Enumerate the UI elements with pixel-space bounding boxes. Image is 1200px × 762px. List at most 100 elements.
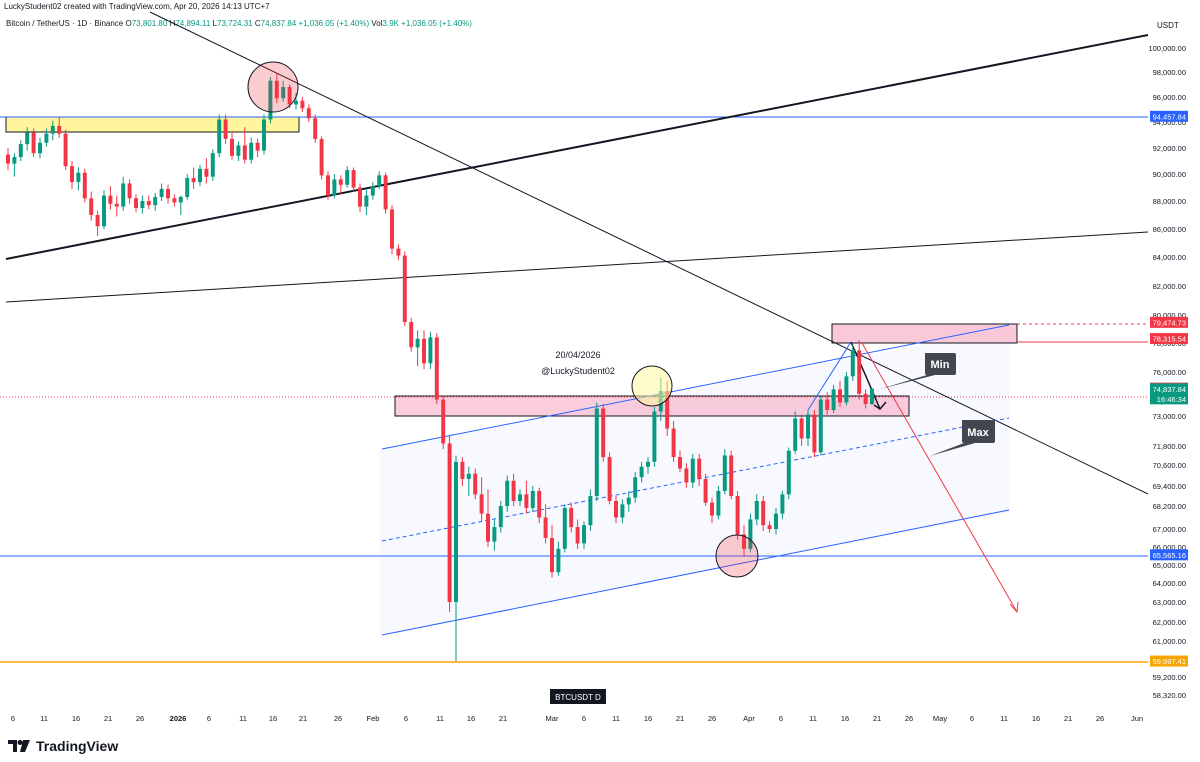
- projection-down-black[interactable]: [850, 341, 881, 410]
- candle-body: [466, 473, 471, 479]
- candle-body: [703, 479, 708, 503]
- candle-body: [697, 458, 702, 479]
- price-label-text: 59,997.41: [1153, 657, 1186, 666]
- projection-up-blue[interactable]: [807, 341, 852, 411]
- x-tick-label: 11: [809, 714, 817, 723]
- price-label-bg: [1150, 383, 1188, 405]
- candle-body: [178, 196, 183, 203]
- x-tick-label: 6: [11, 714, 15, 723]
- candle-body: [492, 527, 497, 542]
- candle-body: [166, 188, 170, 199]
- top-circle-marker[interactable]: [247, 61, 299, 113]
- trendline-rising-bold[interactable]: [5, 34, 1149, 260]
- symbol-badge-bg: [550, 689, 606, 704]
- candle-body: [332, 179, 337, 196]
- candle-body: [665, 390, 670, 429]
- price-label-text: 78,315.54: [1153, 335, 1186, 344]
- candle-body: [454, 461, 458, 602]
- x-tick-label: 6: [582, 714, 586, 723]
- candle-body: [12, 157, 17, 164]
- candle-body: [50, 125, 55, 134]
- y-tick-label: 88,000.00: [1153, 197, 1186, 206]
- x-tick-label: 16: [644, 714, 652, 723]
- max-callout-box[interactable]: [930, 420, 995, 456]
- price-label-bg: [1150, 316, 1188, 328]
- candle-body: [268, 80, 273, 120]
- candle-body: [236, 145, 241, 156]
- trendline-falling[interactable]: [149, 11, 1149, 495]
- min-callout-box[interactable]: [880, 353, 956, 389]
- candle-body: [287, 87, 292, 105]
- candle-body: [863, 393, 868, 404]
- x-tick-label: 11: [436, 714, 444, 723]
- candle-body: [31, 132, 36, 154]
- max-callout-text: Max: [967, 427, 989, 439]
- x-tick-label: 26: [136, 714, 144, 723]
- candle-body: [210, 153, 215, 177]
- y-tick-label: 82,000.00: [1153, 282, 1186, 291]
- candle-body: [82, 172, 87, 199]
- candle-body: [684, 468, 689, 483]
- price-label-bg: [1150, 333, 1188, 345]
- price-axis[interactable]: USDT 100,000.00 98,000.00 96,000.00 94,000.0…: [1148, 21, 1188, 700]
- candle-body: [722, 455, 727, 491]
- candle-body: [76, 172, 81, 183]
- price-label-text: 79,474.73: [1153, 318, 1186, 327]
- candle-body: [748, 519, 753, 549]
- support-circle-marker[interactable]: [715, 534, 759, 578]
- candle-body: [729, 455, 734, 496]
- min-callout-text: Min: [931, 359, 950, 371]
- candle-body: [153, 196, 158, 206]
- trendline-rising-thin[interactable]: [5, 231, 1149, 303]
- candle-body: [242, 145, 247, 160]
- candle-body: [306, 108, 311, 119]
- candle-body: [518, 494, 522, 501]
- x-tick-label: 11: [239, 714, 247, 723]
- candle-body: [626, 497, 631, 505]
- x-tick-label: 16: [467, 714, 475, 723]
- x-tick-label: Feb: [367, 714, 380, 723]
- price-label-bg: [1150, 655, 1188, 667]
- x-tick-label: 6: [779, 714, 783, 723]
- candle-body: [447, 443, 452, 602]
- channel-upper-line[interactable]: [381, 324, 1010, 450]
- y-tick-label: 58,320.00: [1153, 691, 1186, 700]
- candle-body: [582, 525, 586, 544]
- author-label: @LuckyStudent02: [541, 366, 615, 376]
- candle-body: [383, 175, 388, 210]
- x-tick-label: 16: [72, 714, 80, 723]
- candle-body: [652, 411, 657, 462]
- candle-body: [588, 496, 593, 526]
- x-tick-label: 6: [970, 714, 974, 723]
- symbol-title[interactable]: Bitcoin / TetherUS · 1D · Binance: [6, 19, 124, 28]
- candle-body: [409, 322, 414, 348]
- candle-body: [639, 466, 644, 478]
- resistance-zone-yellow[interactable]: [5, 116, 300, 133]
- time-axis[interactable]: 6 11 16 21 26 2026 6 11 16 21 26 Feb 6 11 16 21 Mar 6 11 16…: [11, 714, 1143, 723]
- y-tick-label: 67,000.00: [1153, 525, 1186, 534]
- candle-body: [850, 350, 855, 377]
- ohlc-close-value: 74,837.84 +1,036.05 (+1.40%): [260, 19, 370, 28]
- candle-body: [25, 132, 30, 145]
- tradingview-footer: TradingView: [8, 736, 118, 756]
- candle-body: [537, 491, 542, 518]
- candle-body: [159, 188, 164, 197]
- projection-arrow-red[interactable]: [861, 342, 1018, 613]
- candle-body: [774, 513, 778, 529]
- candle-body: [370, 186, 375, 196]
- candle-body: [562, 507, 567, 549]
- candle-body: [108, 195, 113, 204]
- supply-zone-upper[interactable]: [831, 323, 1018, 344]
- candle-body: [319, 138, 324, 176]
- candle-body: [338, 179, 343, 185]
- candle-body: [415, 338, 420, 348]
- x-tick-label: 26: [1096, 714, 1104, 723]
- channel-lower-line[interactable]: [381, 509, 1010, 636]
- candle-body: [844, 376, 849, 403]
- projection-arrowhead-black: [873, 401, 887, 410]
- candle-body: [57, 125, 62, 134]
- retest-circle-marker[interactable]: [631, 365, 673, 407]
- y-tick-label: 80,000.00: [1153, 311, 1186, 320]
- candle-body: [191, 178, 196, 183]
